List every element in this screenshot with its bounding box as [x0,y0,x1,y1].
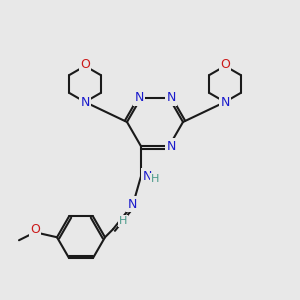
Text: N: N [220,97,230,110]
Text: N: N [134,91,144,104]
Text: O: O [220,58,230,71]
Text: N: N [127,198,137,211]
Text: N: N [166,140,176,153]
Text: H: H [119,216,127,226]
Text: H: H [151,174,159,184]
Text: O: O [80,58,90,71]
Text: N: N [80,97,90,110]
Text: O: O [30,223,40,236]
Text: N: N [142,170,152,183]
Text: N: N [166,91,176,104]
